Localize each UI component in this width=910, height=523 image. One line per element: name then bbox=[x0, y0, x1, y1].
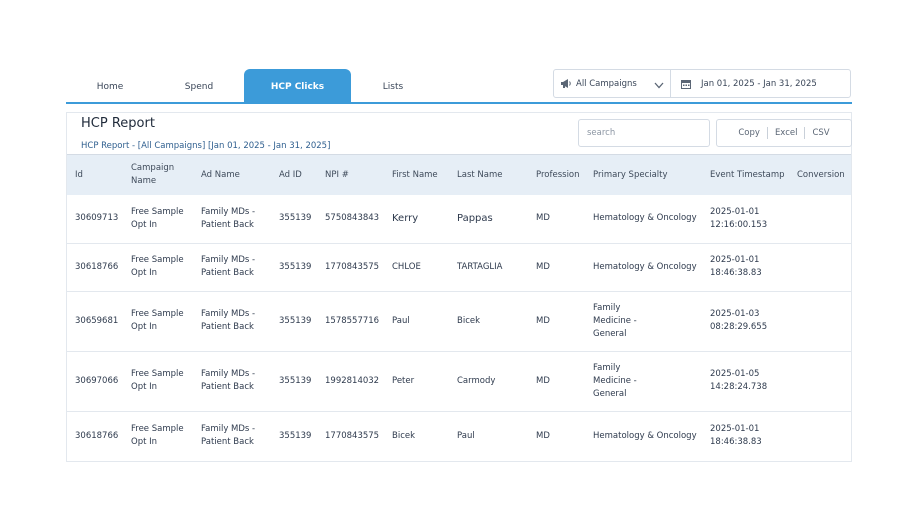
col-header-id[interactable]: Id bbox=[75, 169, 83, 180]
cell-ad-id: 355139 bbox=[271, 411, 317, 462]
col-header-campaign-name[interactable]: Campaign Name bbox=[131, 163, 175, 186]
cell-ad-name: Family MDs - Patient Back bbox=[193, 243, 271, 292]
cell-timestamp: 2025-01-03 08:28:29.655 bbox=[702, 291, 789, 352]
cell-campaign-name: Free Sample Opt In bbox=[123, 411, 193, 462]
date-range-value: Jan 01, 2025 - Jan 31, 2025 bbox=[701, 78, 817, 89]
chevron-down-icon bbox=[654, 74, 664, 93]
cell-first-name: Peter bbox=[384, 351, 449, 412]
cell-ad-id: 355139 bbox=[271, 243, 317, 292]
report-table: Id Campaign Name Ad Name Ad ID NPI # Fir… bbox=[67, 155, 851, 462]
table-row[interactable]: 30618766 Free Sample Opt In Family MDs -… bbox=[67, 243, 851, 292]
cell-id: 30659681 bbox=[67, 291, 123, 352]
cell-specialty: Hematology & Oncology bbox=[585, 195, 702, 244]
cell-specialty: Hematology & Oncology bbox=[585, 243, 702, 292]
cell-ad-id: 355139 bbox=[271, 291, 317, 352]
cell-ad-id: 355139 bbox=[271, 195, 317, 244]
cell-npi: 1578557716 bbox=[317, 291, 384, 352]
cell-profession: MD bbox=[528, 243, 585, 292]
tab-hcp-clicks[interactable]: HCP Clicks bbox=[244, 69, 351, 104]
col-header-event-timestamp[interactable]: Event Timestamp bbox=[710, 169, 785, 180]
col-header-last-name[interactable]: Last Name bbox=[457, 169, 503, 180]
cell-id: 30609713 bbox=[67, 195, 123, 244]
cell-first-name: CHLOE bbox=[384, 243, 449, 292]
cell-last-name: Paul bbox=[449, 411, 528, 462]
copy-button[interactable]: Copy bbox=[738, 128, 760, 138]
cell-ad-name: Family MDs - Patient Back bbox=[193, 291, 271, 352]
search-input[interactable] bbox=[578, 119, 710, 147]
calendar-icon bbox=[681, 74, 691, 93]
cell-timestamp: 2025-01-01 18:46:38.83 bbox=[702, 243, 789, 292]
report-panel: HCP Report HCP Report - [All Campaigns] … bbox=[66, 112, 852, 462]
table-header-row: Id Campaign Name Ad Name Ad ID NPI # Fir… bbox=[67, 155, 851, 195]
cell-profession: MD bbox=[528, 351, 585, 412]
table-row[interactable]: 30618766 Free Sample Opt In Family MDs -… bbox=[67, 411, 851, 462]
cell-last-name: TARTAGLIA bbox=[449, 243, 528, 292]
cell-profession: MD bbox=[528, 195, 585, 244]
filter-bar: All Campaigns Jan 01, 2025 - Jan 31, 202… bbox=[553, 69, 851, 98]
report-subtitle: HCP Report - [All Campaigns] [Jan 01, 20… bbox=[81, 141, 331, 151]
cell-conversion bbox=[789, 291, 851, 352]
divider bbox=[804, 127, 806, 139]
tab-lists[interactable]: Lists bbox=[382, 82, 404, 92]
excel-button[interactable]: Excel bbox=[774, 128, 798, 138]
cell-timestamp: 2025-01-01 12:16:00.153 bbox=[702, 195, 789, 244]
cell-first-name: Kerry bbox=[384, 195, 449, 244]
csv-button[interactable]: CSV bbox=[812, 128, 830, 138]
tab-spend[interactable]: Spend bbox=[184, 82, 214, 92]
date-range-picker[interactable]: Jan 01, 2025 - Jan 31, 2025 bbox=[671, 74, 817, 93]
cell-campaign-name: Free Sample Opt In bbox=[123, 291, 193, 352]
table-row[interactable]: 30609713 Free Sample Opt In Family MDs -… bbox=[67, 195, 851, 244]
tab-home[interactable]: Home bbox=[96, 82, 124, 92]
megaphone-icon bbox=[560, 74, 572, 93]
cell-npi: 1770843575 bbox=[317, 243, 384, 292]
cell-campaign-name: Free Sample Opt In bbox=[123, 351, 193, 412]
cell-specialty: Family Medicine - General bbox=[585, 351, 702, 412]
cell-last-name: Carmody bbox=[449, 351, 528, 412]
cell-timestamp: 2025-01-01 18:46:38.83 bbox=[702, 411, 789, 462]
export-buttons: Copy Excel CSV bbox=[716, 119, 852, 147]
cell-conversion bbox=[789, 411, 851, 462]
cell-timestamp: 2025-01-05 14:28:24.738 bbox=[702, 351, 789, 412]
cell-ad-name: Family MDs - Patient Back bbox=[193, 411, 271, 462]
cell-last-name: Pappas bbox=[449, 195, 528, 244]
cell-conversion bbox=[789, 351, 851, 412]
cell-id: 30618766 bbox=[67, 243, 123, 292]
col-header-conversion[interactable]: Conversion bbox=[797, 169, 845, 180]
col-header-primary-specialty[interactable]: Primary Specialty bbox=[593, 169, 668, 180]
nav-underline bbox=[66, 102, 852, 104]
cell-profession: MD bbox=[528, 291, 585, 352]
cell-campaign-name: Free Sample Opt In bbox=[123, 195, 193, 244]
cell-campaign-name: Free Sample Opt In bbox=[123, 243, 193, 292]
col-header-ad-name[interactable]: Ad Name bbox=[201, 169, 240, 180]
cell-ad-name: Family MDs - Patient Back bbox=[193, 195, 271, 244]
table-row[interactable]: 30697066 Free Sample Opt In Family MDs -… bbox=[67, 351, 851, 412]
campaign-select-value: All Campaigns bbox=[576, 78, 637, 89]
report-title: HCP Report bbox=[81, 116, 155, 131]
cell-conversion bbox=[789, 195, 851, 244]
col-header-ad-id[interactable]: Ad ID bbox=[279, 169, 302, 180]
cell-npi: 1992814032 bbox=[317, 351, 384, 412]
top-navigation: Home Spend HCP Clicks Lists bbox=[66, 68, 852, 104]
cell-first-name: Bicek bbox=[384, 411, 449, 462]
cell-ad-name: Family MDs - Patient Back bbox=[193, 351, 271, 412]
cell-id: 30618766 bbox=[67, 411, 123, 462]
cell-profession: MD bbox=[528, 411, 585, 462]
cell-specialty: Hematology & Oncology bbox=[585, 411, 702, 462]
report-table-container: Id Campaign Name Ad Name Ad ID NPI # Fir… bbox=[67, 154, 851, 463]
cell-last-name: Bicek bbox=[449, 291, 528, 352]
cell-first-name: Paul bbox=[384, 291, 449, 352]
cell-npi: 5750843843 bbox=[317, 195, 384, 244]
cell-npi: 1770843575 bbox=[317, 411, 384, 462]
col-header-profession[interactable]: Profession bbox=[536, 169, 580, 180]
table-row[interactable]: 30659681 Free Sample Opt In Family MDs -… bbox=[67, 291, 851, 352]
cell-specialty: Family Medicine - General bbox=[585, 291, 702, 352]
col-header-npi[interactable]: NPI # bbox=[325, 169, 349, 180]
cell-ad-id: 355139 bbox=[271, 351, 317, 412]
cell-conversion bbox=[789, 243, 851, 292]
col-header-first-name[interactable]: First Name bbox=[392, 169, 438, 180]
campaign-select[interactable]: All Campaigns bbox=[554, 70, 671, 97]
cell-id: 30697066 bbox=[67, 351, 123, 412]
divider bbox=[766, 127, 768, 139]
